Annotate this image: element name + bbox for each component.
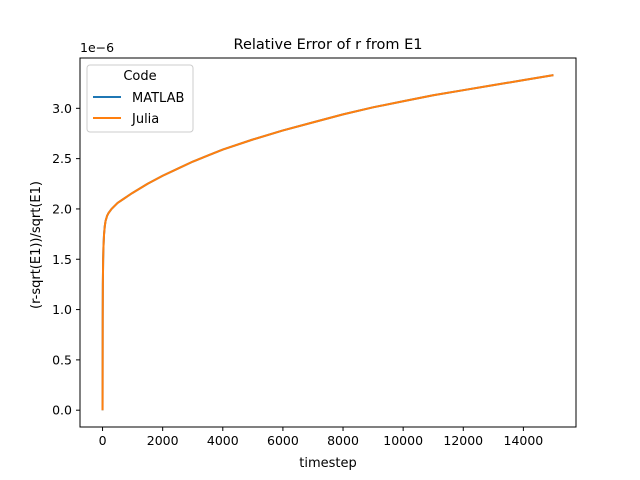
- x-tick-label: 0: [99, 433, 107, 448]
- y-axis-label: (r-sqrt(E1))/sqrt(E1): [29, 181, 44, 309]
- y-tick-label: 0.0: [52, 403, 72, 418]
- y-tick-label: 2.0: [52, 201, 72, 216]
- legend-label-matlab: MATLAB: [132, 91, 184, 106]
- y-tick-label: 1.0: [52, 302, 72, 317]
- x-tick-label: 6000: [267, 433, 299, 448]
- y-tick-label: 0.5: [52, 352, 72, 367]
- y-scale-label: 1e−6: [80, 40, 114, 55]
- y-tick-label: 1.5: [52, 252, 72, 267]
- chart-title: Relative Error of r from E1: [234, 37, 423, 53]
- x-tick-label: 2000: [147, 433, 179, 448]
- x-tick-label: 12000: [443, 433, 483, 448]
- x-tick-label: 14000: [504, 433, 544, 448]
- x-tick-label: 8000: [327, 433, 359, 448]
- x-tick-label: 4000: [207, 433, 239, 448]
- series-line-julia: [101, 74, 554, 411]
- x-axis: 0 2000 4000 6000 8000 10000 12000 14000: [99, 427, 544, 448]
- y-tick-label: 3.0: [52, 101, 72, 116]
- plot-lines: [101, 74, 554, 411]
- x-axis-label: timestep: [299, 456, 357, 471]
- legend-title: Code: [123, 69, 156, 84]
- legend-label-julia: Julia: [131, 112, 159, 127]
- y-axis: 0.0 0.5 1.0 1.5 2.0 2.5 3.0: [52, 101, 80, 418]
- legend-box: [86, 64, 194, 133]
- x-tick-label: 10000: [383, 433, 423, 448]
- legend: Code MATLAB Julia: [86, 64, 194, 133]
- y-tick-label: 2.5: [52, 151, 72, 166]
- plot-frame: [79, 57, 577, 428]
